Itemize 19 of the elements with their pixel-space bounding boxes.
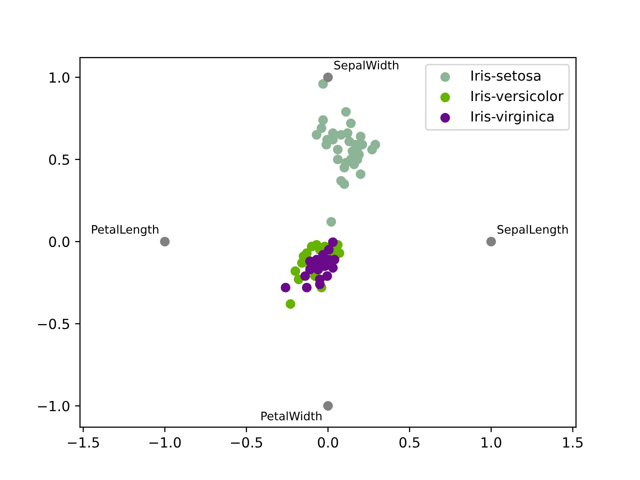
legend-label: Iris-virginica — [472, 110, 554, 124]
x-tick-label: 0.0 — [318, 437, 338, 448]
x-tick-label: −1.5 — [68, 437, 99, 448]
annotation: PetalWidth — [261, 411, 322, 420]
annotation: SepalWidth — [334, 60, 398, 72]
annotation: PetalLength — [92, 224, 158, 236]
y-tick-label: −1.0 — [38, 400, 70, 412]
legend-label: Iris-setosa — [472, 70, 540, 81]
y-tick-label: −0.5 — [38, 318, 70, 330]
x-tick-label: 1.0 — [482, 437, 502, 448]
x-tick-label: −1.0 — [149, 437, 181, 448]
y-tick-label: 1.0 — [50, 72, 70, 83]
y-tick-label: 0.5 — [49, 154, 70, 165]
x-tick-label: 0.5 — [399, 437, 420, 448]
x-tick-label: 1.5 — [563, 437, 583, 448]
y-tick-label: 0.0 — [49, 236, 70, 248]
x-tick-label: −0.5 — [231, 437, 262, 448]
legend-label: Iris-versicolor — [472, 90, 564, 102]
annotation: SepalLength — [497, 224, 568, 236]
